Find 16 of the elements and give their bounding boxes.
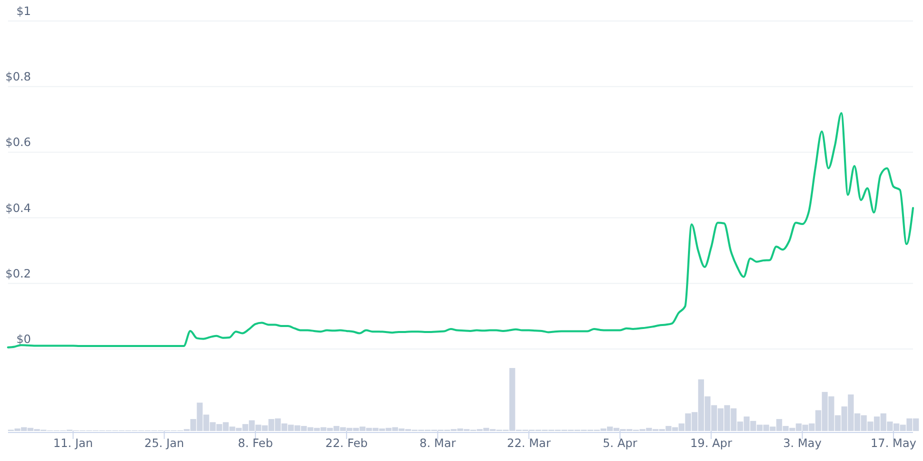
x-tick-label: 25. Jan (144, 436, 184, 450)
x-tick-label: 17. May (870, 436, 917, 450)
x-tick-label: 8. Feb (238, 436, 273, 450)
x-tick-label: 19. Apr (690, 436, 732, 450)
y-tick-label: $0.6 (5, 135, 31, 150)
x-tick-label: 5. Apr (602, 436, 638, 450)
y-tick-label: $0.2 (5, 266, 31, 280)
x-tick-label: 3. May (783, 436, 822, 450)
y-tick-label: $0.4 (5, 200, 31, 215)
y-tick-label: $0.8 (5, 70, 31, 84)
x-tick-label: 11. Jan (53, 436, 93, 450)
y-tick-label: $0 (16, 332, 31, 346)
x-tick-label: 22. Feb (325, 436, 368, 450)
y-tick-label: $1 (16, 4, 31, 18)
x-tick-label: 8. Mar (420, 436, 456, 450)
x-tick-label: 22. Mar (507, 436, 551, 450)
